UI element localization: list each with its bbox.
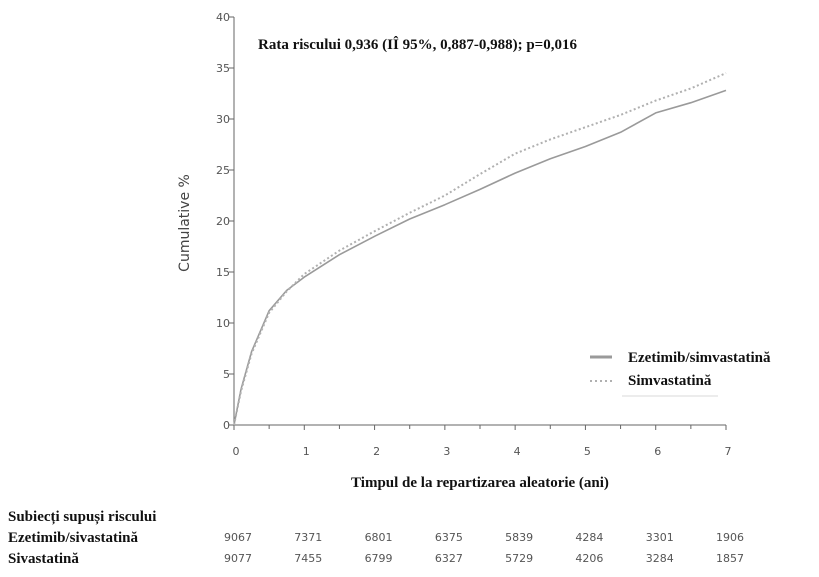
risk-row-label-ezetimib: Ezetimib/sivastatină xyxy=(8,530,138,546)
risk-table: Subiecți supuși riscului Ezetimib/sivast… xyxy=(8,509,744,567)
risk-value: 3284 xyxy=(646,552,674,565)
risk-row-ezetimib-values: 9067 7371 6801 6375 5839 4284 3301 1906 xyxy=(224,531,744,544)
y-tick-label: 5 xyxy=(223,368,230,381)
risk-value: 9067 xyxy=(224,531,252,544)
y-tick-label: 30 xyxy=(216,113,230,126)
x-tick-label: 0 xyxy=(233,445,240,458)
y-tick-label: 25 xyxy=(216,164,230,177)
x-tick-label: 5 xyxy=(584,445,591,458)
legend-label-ezetimib-simvastatina: Ezetimib/simvastatină xyxy=(628,350,771,366)
x-tick-label: 1 xyxy=(303,445,310,458)
risk-value: 3301 xyxy=(646,531,674,544)
risk-row-label-simvastatina: Sivastatină xyxy=(8,551,79,567)
risk-value: 7371 xyxy=(294,531,322,544)
chart-title: Rata riscului 0,936 (IÎ 95%, 0,887-0,988… xyxy=(258,36,577,53)
y-axis-ticks xyxy=(229,16,234,426)
legend-label-simvastatina: Simvastatină xyxy=(628,373,712,389)
x-axis-ticks xyxy=(233,425,727,430)
risk-value: 1906 xyxy=(716,531,744,544)
risk-row-simvastatina-values: 9077 7455 6799 6327 5729 4206 3284 1857 xyxy=(224,552,744,565)
x-tick-label: 3 xyxy=(443,445,450,458)
y-tick-label: 40 xyxy=(216,11,230,24)
x-tick-label: 7 xyxy=(725,445,732,458)
x-tick-label: 4 xyxy=(514,445,521,458)
risk-value: 6327 xyxy=(435,552,463,565)
risk-value: 5729 xyxy=(505,552,533,565)
risk-table-header: Subiecți supuși riscului xyxy=(8,509,156,525)
series-line-ezetimib-simvastatina xyxy=(233,89,727,426)
risk-value: 4206 xyxy=(575,552,603,565)
risk-value: 6801 xyxy=(365,531,393,544)
y-tick-label: 10 xyxy=(216,317,230,330)
y-tick-label: 0 xyxy=(223,419,230,432)
y-axis-title: Cumulative % xyxy=(177,174,193,272)
y-tick-label: 15 xyxy=(216,266,230,279)
risk-value: 7455 xyxy=(294,552,322,565)
risk-value: 4284 xyxy=(575,531,603,544)
y-tick-label: 20 xyxy=(216,215,230,228)
y-axis-tick-labels: 0 5 10 15 20 25 30 35 40 xyxy=(216,11,230,432)
series-layer xyxy=(233,72,727,426)
x-axis-tick-labels: 0 1 2 3 4 5 6 7 xyxy=(233,445,732,458)
risk-value: 6799 xyxy=(365,552,393,565)
risk-value: 1857 xyxy=(716,552,744,565)
x-axis-title: Timpul de la repartizarea aleatorie (ani… xyxy=(351,475,609,491)
series-line-simvastatina xyxy=(233,72,727,426)
risk-value: 5839 xyxy=(505,531,533,544)
y-tick-label: 35 xyxy=(216,62,230,75)
x-tick-label: 6 xyxy=(654,445,661,458)
risk-value: 6375 xyxy=(435,531,463,544)
x-tick-label: 2 xyxy=(373,445,380,458)
legend: Ezetimib/simvastatină Simvastatină xyxy=(590,350,771,397)
risk-value: 9077 xyxy=(224,552,252,565)
